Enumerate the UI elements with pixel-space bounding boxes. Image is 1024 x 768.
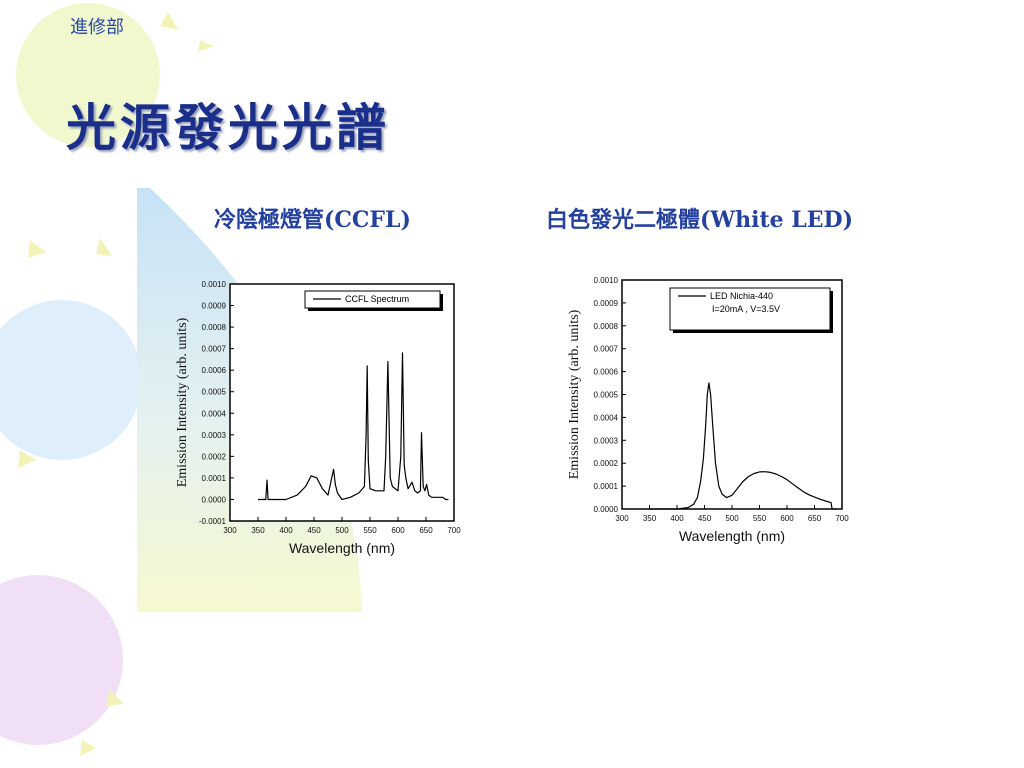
ccfl-xtick-label: 550: [363, 526, 377, 535]
led-xtick-label: 300: [615, 514, 629, 523]
led-xtick-label: 600: [780, 514, 794, 523]
ccfl-spectrum-chart: 300 350 400 450 500 550 600 650 700 -0.0001 0.0000…: [175, 280, 461, 556]
decor-sparks: [18, 12, 214, 756]
ccfl-ytick-label: 0.0004: [202, 409, 227, 418]
led-xtick-label: 500: [725, 514, 739, 523]
led-xtick-label: 400: [670, 514, 684, 523]
department-label: 進修部: [70, 17, 124, 38]
ccfl-ytick-label: 0.0002: [202, 452, 227, 461]
led-legend-entry: LED Nichia-440: [710, 291, 773, 301]
led-ytick-label: 0.0003: [594, 436, 619, 445]
led-ytick-label: 0.0009: [594, 299, 619, 308]
ccfl-xtick-label: 650: [419, 526, 433, 535]
ccfl-ytick-label: 0.0006: [202, 366, 227, 375]
ccfl-legend-entry: CCFL Spectrum: [345, 294, 409, 304]
slide-title: 光源發光光譜: [66, 98, 390, 157]
ccfl-xtick-label: 700: [447, 526, 461, 535]
led-ytick-label: 0.0008: [594, 322, 619, 331]
white-led-heading: 白色發光二極體(White LED): [546, 207, 854, 233]
led-ytick-label: 0.0004: [594, 413, 619, 422]
ccfl-ytick-label: 0.0001: [202, 474, 227, 483]
ccfl-ytick-label: 0.0007: [202, 345, 227, 354]
ccfl-xtick-label: 350: [251, 526, 265, 535]
led-x-axis-label: Wavelength (nm): [679, 528, 785, 544]
ccfl-heading: 冷陰極燈管(CCFL): [214, 207, 411, 233]
led-ytick-label: 0.0002: [594, 459, 619, 468]
led-ytick-label: 0.0006: [594, 368, 619, 377]
ccfl-ytick-label: 0.0008: [202, 323, 227, 332]
decor-circle-purple: [0, 575, 123, 745]
led-ytick-label: 0.0005: [594, 391, 619, 400]
ccfl-ytick-label: 0.0005: [202, 388, 227, 397]
ccfl-xtick-label: 450: [307, 526, 321, 535]
ccfl-xtick-label: 600: [391, 526, 405, 535]
ccfl-ytick-label: 0.0009: [202, 302, 227, 311]
led-xtick-label: 350: [643, 514, 657, 523]
led-ytick-label: 0.0000: [594, 505, 619, 514]
led-xtick-label: 550: [753, 514, 767, 523]
led-legend-box: [669, 287, 831, 331]
ccfl-series-line: [258, 352, 449, 501]
ccfl-ytick-label: 0.0003: [202, 431, 227, 440]
led-ytick-label: 0.0001: [594, 482, 619, 491]
led-ytick-label: 0.0010: [594, 276, 619, 285]
led-ytick-label: 0.0007: [594, 345, 619, 354]
ccfl-legend-box: [304, 290, 441, 309]
led-y-axis-label: Emission Intensity (arb. units): [567, 309, 582, 479]
led-series-line: [649, 382, 837, 510]
led-xtick-label: 700: [835, 514, 849, 523]
ccfl-xtick-label: 300: [223, 526, 237, 535]
ccfl-ytick-label: 0.0010: [202, 280, 227, 289]
decor-circle-green: [16, 3, 160, 147]
ccfl-ytick-label: 0.0000: [202, 495, 227, 504]
white-led-spectrum-chart: 300 350 400 450 500 550 600 650 700 0.0000 0.0001 0…: [567, 276, 849, 544]
led-legend-entry: I=20mA , V=3.5V: [712, 304, 780, 314]
ccfl-xtick-label: 500: [335, 526, 349, 535]
ccfl-ytick-label: -0.0001: [199, 517, 227, 526]
ccfl-y-axis-label: Emission Intensity (arb. units): [175, 317, 190, 487]
ccfl-xtick-label: 400: [279, 526, 293, 535]
led-xtick-label: 650: [808, 514, 822, 523]
decor-circle-blue: [0, 300, 142, 460]
led-xtick-label: 450: [698, 514, 712, 523]
ccfl-x-axis-label: Wavelength (nm): [289, 540, 395, 556]
